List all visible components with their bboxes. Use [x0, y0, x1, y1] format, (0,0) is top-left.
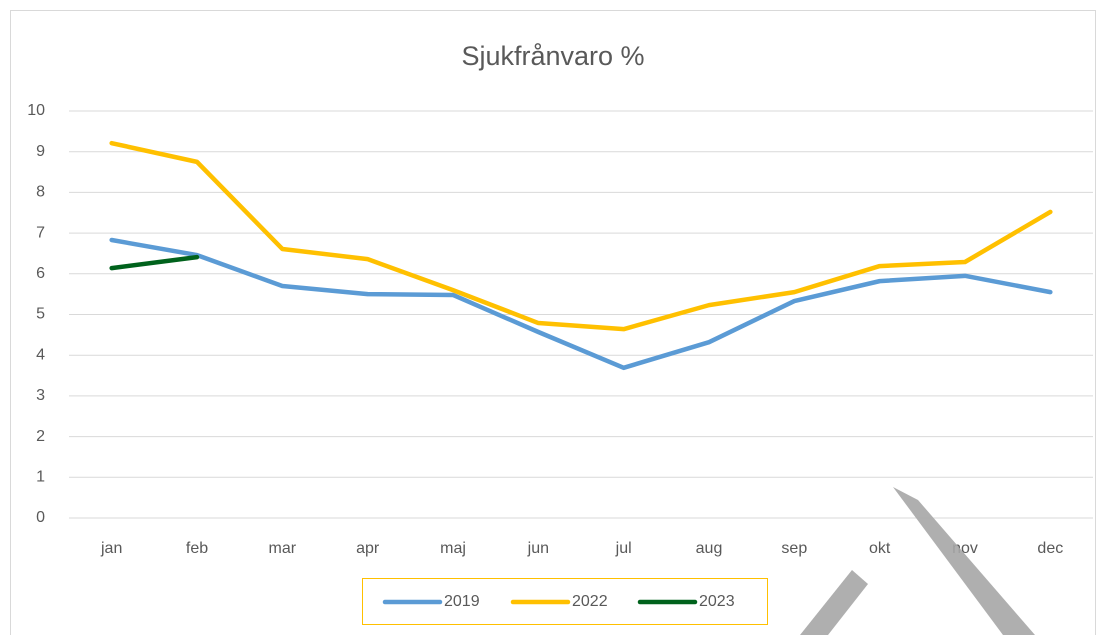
x-tick-label: apr	[356, 540, 380, 557]
legend: 2019 2022 2023	[382, 593, 735, 610]
y-tick-label: 9	[36, 143, 45, 160]
legend-label: 2023	[699, 593, 735, 610]
y-tick-label: 1	[36, 469, 45, 486]
y-tick-label: 0	[36, 509, 45, 526]
y-tick-label: 4	[36, 346, 45, 363]
y-tick-label: 6	[36, 265, 45, 282]
y-tick-label: 3	[36, 387, 45, 404]
chart-title: Sjukfrånvaro %	[461, 41, 644, 71]
x-tick-label: maj	[440, 540, 466, 557]
y-tick-label: 8	[36, 184, 45, 201]
x-tick-label: aug	[696, 540, 723, 557]
x-tick-label: jan	[100, 540, 122, 557]
y-tick-label: 7	[36, 224, 45, 241]
legend-label: 2019	[444, 593, 480, 610]
x-tick-label: sep	[781, 540, 807, 557]
x-tick-label: dec	[1037, 540, 1063, 557]
x-tick-label: okt	[869, 540, 891, 557]
series-line	[109, 254, 200, 271]
watermark	[800, 570, 868, 635]
x-tick-label: mar	[269, 540, 297, 557]
y-tick-label: 5	[36, 306, 45, 323]
series-line	[109, 237, 1053, 371]
legend-label: 2022	[572, 593, 608, 610]
watermark	[893, 487, 1035, 635]
y-tick-label: 2	[36, 428, 45, 445]
x-tick-label: jun	[527, 540, 549, 557]
y-tick-label: 10	[27, 102, 45, 119]
x-tick-label: jul	[615, 540, 632, 557]
series-line	[109, 140, 1053, 332]
x-tick-label: feb	[186, 540, 208, 557]
